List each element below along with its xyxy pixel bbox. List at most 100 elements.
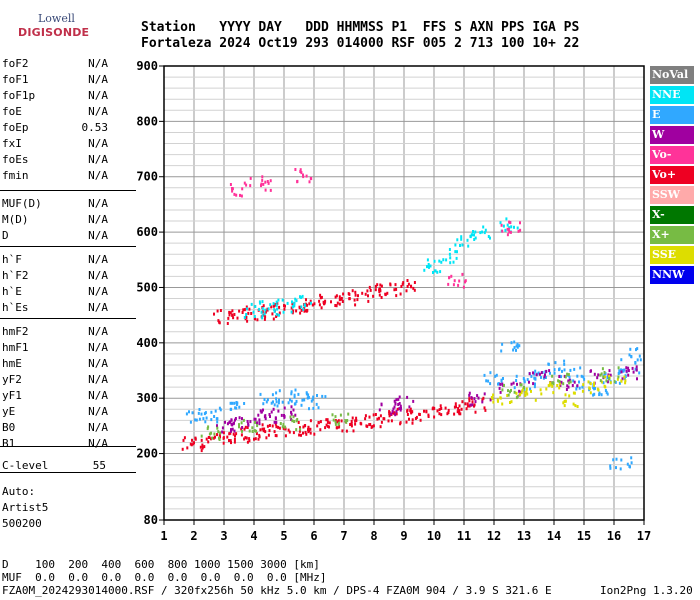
echo-point [564,399,567,403]
echo-point [308,429,311,433]
echo-point [516,226,519,230]
echo-point [296,418,299,421]
echo-point [231,427,234,431]
echo-point [229,439,232,443]
param-row: fxI N/A [2,136,134,152]
echo-point [290,405,293,409]
x-tick-label: 8 [370,529,377,543]
clevel-label: C-level [2,459,49,472]
param-row: M(D) N/A [2,212,134,228]
echo-point [564,375,567,379]
echo-point [397,403,400,406]
echo-point [273,430,276,434]
echo-point [213,415,216,418]
auto-line2: Artist5 [2,501,49,514]
echo-point [459,244,461,247]
echo-point [379,287,381,291]
echo-point [255,429,258,433]
echo-point [217,430,220,434]
echo-point [458,412,461,416]
param-name: MUF(D) [2,197,42,210]
echo-point [557,379,560,383]
echo-point [515,374,518,378]
echo-point [338,298,341,302]
echo-point [295,309,298,313]
echo-point [267,307,270,311]
echo-point [529,387,532,391]
echo-point [275,434,278,438]
echo-point [216,424,218,428]
echo-point [460,237,463,241]
echo-point [466,402,469,406]
echo-point [515,348,517,352]
echo-point [533,372,536,376]
echo-point [271,393,274,397]
echo-point [384,292,387,296]
param-value: N/A [88,213,108,226]
echo-point [260,410,263,414]
echo-point [573,367,576,371]
echo-point [207,425,210,429]
echo-point [218,436,220,440]
echo-point [506,233,509,237]
echo-point [234,418,236,422]
echo-point [624,375,627,378]
echo-point [278,426,281,430]
echo-point [235,432,238,436]
echo-point [477,396,480,400]
echo-point [224,420,226,424]
echo-point [516,382,518,386]
echo-point [366,289,369,293]
echo-point [419,418,422,422]
echo-point [311,303,314,307]
echo-point [406,285,409,288]
echo-point [294,388,297,392]
param-value: N/A [88,405,108,418]
echo-point [233,429,236,433]
echo-point [197,411,200,415]
echo-point [231,401,234,405]
echo-point [474,236,477,240]
echo-point [614,380,617,384]
x-tick-label: 14 [547,529,561,543]
echo-point [454,243,457,247]
echo-point [628,464,631,468]
echo-point [354,419,357,423]
echo-point [606,376,609,380]
echo-point [229,401,232,405]
param-name: D [2,229,9,242]
echo-point [347,412,350,416]
echo-point [395,409,398,413]
echo-point [401,282,404,286]
echo-point [388,414,391,418]
param-row: yF2 N/A [2,372,134,388]
echo-point [269,179,272,183]
param-name: foE [2,105,22,118]
echo-point [312,395,315,399]
echo-point [528,380,530,384]
echo-point [366,424,369,428]
echo-point [326,424,329,428]
echo-point [364,414,367,418]
echo-point [510,400,513,404]
echo-point [423,268,426,272]
echo-point [572,402,575,406]
echo-point [270,305,273,309]
param-row: h`E N/A [2,284,134,300]
echo-point [277,401,280,405]
echo-point [460,235,463,239]
echo-point [432,271,434,274]
echo-point [567,385,570,389]
echo-point [376,417,379,421]
echo-point [582,375,585,379]
echo-point [238,425,240,429]
echo-point [300,296,303,299]
echo-point [508,230,511,234]
echo-point [523,380,526,384]
echo-point [238,405,241,409]
echo-point [208,432,211,436]
echo-point [306,308,309,312]
echo-point [427,263,430,266]
echo-point [516,342,519,346]
echo-point [186,446,189,450]
